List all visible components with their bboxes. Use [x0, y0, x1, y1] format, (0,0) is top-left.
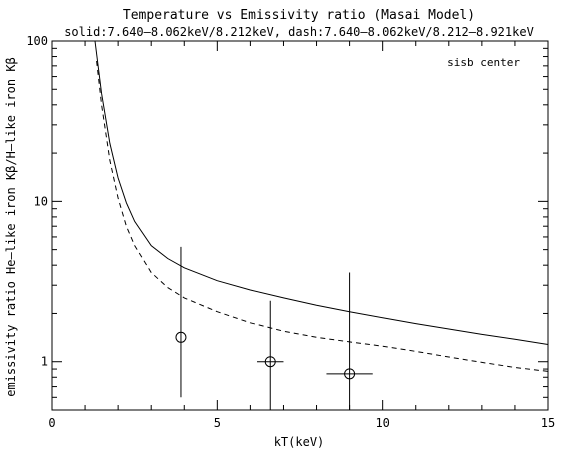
- x-tick-label: 15: [541, 416, 555, 430]
- x-tick-label: 5: [214, 416, 221, 430]
- y-tick-label: 10: [34, 194, 48, 208]
- annotation-label: sisb center: [447, 56, 520, 69]
- plot-frame: [51, 40, 549, 411]
- y-axis-label: emissivity ratio He–like iron Kβ/H–like …: [4, 57, 18, 397]
- x-tick-label: 0: [48, 416, 55, 430]
- chart-title: Temperature vs Emissivity ratio (Masai M…: [123, 8, 475, 23]
- data-points-layer: [175, 246, 373, 410]
- dashed-curve: [96, 60, 549, 372]
- data-point-marker: [344, 368, 356, 380]
- x-axis-label: kT(keV): [274, 435, 325, 449]
- y-tick-label: 100: [26, 34, 48, 48]
- ticks-layer: 0 5 10 15 1 10 100: [26, 34, 555, 430]
- curves-layer: [94, 40, 549, 372]
- data-point-marker: [264, 356, 276, 368]
- x-tick-label: 10: [375, 416, 389, 430]
- solid-curve: [94, 40, 549, 345]
- y-tick-label: 1: [41, 355, 48, 369]
- chart-subtitle: solid:7.640–8.062keV/8.212keV, dash:7.64…: [64, 25, 534, 39]
- data-point-marker: [175, 331, 187, 343]
